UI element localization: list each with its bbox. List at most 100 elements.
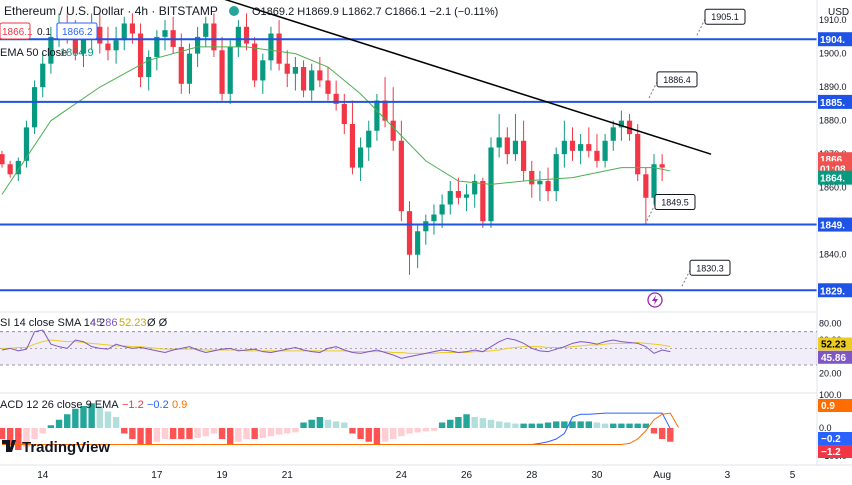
macd-histogram-bar <box>332 421 340 428</box>
candle-body <box>504 137 510 155</box>
price-pane[interactable] <box>0 13 671 275</box>
time-tick-label: 30 <box>591 470 603 481</box>
market-status-icon <box>229 6 239 16</box>
candle-body <box>569 140 576 151</box>
price-tick-label: 1910.0 <box>819 15 847 25</box>
price-badge-text: 1866. <box>820 155 845 166</box>
macd-histogram-bar <box>292 428 299 433</box>
candle-body <box>227 46 233 94</box>
candle-body <box>553 154 559 192</box>
macd-line-value: −0.2 <box>147 399 169 411</box>
price-axis[interactable] <box>817 0 852 465</box>
macd-histogram-bar <box>520 423 527 428</box>
candle-body <box>496 137 502 148</box>
macd-histogram-bar <box>634 423 641 428</box>
time-axis[interactable]: 14 17 19 21 24 26 28 30 Aug 3 5 <box>37 470 796 481</box>
candle-body <box>211 23 217 51</box>
candle-body <box>374 100 380 131</box>
candle-body <box>292 67 298 74</box>
macd-badge <box>818 445 852 458</box>
candle-body <box>602 140 608 161</box>
macd-histogram-bar <box>341 422 348 428</box>
time-tick-label: 14 <box>37 470 49 481</box>
sell-button[interactable] <box>0 22 31 40</box>
candle-body <box>260 60 266 81</box>
macd-tick-label: 0.0 <box>819 423 832 433</box>
candle-body <box>219 50 225 94</box>
candle-body <box>659 164 665 168</box>
macd-histogram-bar <box>561 421 568 428</box>
trend-line[interactable] <box>206 0 712 155</box>
horizontal-levels[interactable]: 1905.1 1886.4 1849.5 1830.3 <box>0 8 817 292</box>
macd-histogram-bar <box>0 428 6 439</box>
candle-body <box>0 154 5 165</box>
rsi-pane[interactable] <box>0 329 817 366</box>
candle-body <box>32 87 38 128</box>
candle-body <box>186 53 193 84</box>
macd-hist-value: −1.2 <box>122 399 144 411</box>
macd-histogram-bar <box>64 414 71 428</box>
candle-body <box>447 191 453 205</box>
macd-histogram-bar <box>536 423 544 428</box>
macd-histogram-bar <box>381 428 389 442</box>
candle-body <box>586 144 592 151</box>
price-badge-text: 1864. <box>820 174 845 185</box>
time-tick-label: 17 <box>151 470 163 481</box>
candle-body <box>333 93 339 104</box>
price-badge <box>818 283 852 298</box>
macd-histogram-bar <box>512 423 519 428</box>
candle-body <box>48 36 54 64</box>
candle-body <box>129 23 135 34</box>
macd-histogram-bar <box>422 428 429 432</box>
candle-body <box>390 120 396 141</box>
macd-histogram-bar <box>365 428 372 442</box>
rsi-badge-text: 52.23 <box>821 339 846 350</box>
candle-body <box>626 120 633 135</box>
price-badge <box>818 170 852 185</box>
rsi-tick-label: 20.00 <box>819 368 842 378</box>
candle-body <box>643 174 649 198</box>
candle-body <box>23 127 30 161</box>
level-callout-line <box>681 270 691 287</box>
tradingview-logo-icon <box>2 440 16 452</box>
macd-histogram-bar <box>471 417 478 428</box>
tradingview-logo[interactable]: TradingView <box>2 439 110 456</box>
candle-body <box>300 67 307 91</box>
candle-body <box>195 36 201 54</box>
macd-histogram-bar <box>112 417 120 428</box>
candle-body <box>121 23 127 41</box>
level-callout-text: 1905.1 <box>711 12 739 22</box>
macd-histogram-bar <box>186 428 193 439</box>
candle-body <box>537 180 543 185</box>
macd-badge <box>818 432 852 445</box>
price-tick-label: 1880.0 <box>819 116 847 126</box>
price-badge <box>818 94 852 109</box>
candle-body <box>97 26 103 44</box>
currency-label: USD <box>828 7 849 18</box>
candle-body <box>243 26 250 44</box>
macd-histogram-bar <box>357 428 364 439</box>
candle-body <box>651 164 657 198</box>
candle-body <box>284 63 290 74</box>
candle-body <box>455 191 461 198</box>
macd-histogram-bar <box>455 417 462 428</box>
candle-body <box>463 194 470 198</box>
macd-histogram-bar <box>23 428 30 448</box>
ema-legend-value: 1864.9 <box>60 47 94 59</box>
candle-body <box>398 140 404 212</box>
macd-histogram-bar <box>72 408 79 428</box>
level-callout-box <box>689 259 731 276</box>
macd-histogram-bar <box>447 419 454 428</box>
alert-lightning-icon[interactable] <box>647 292 663 308</box>
buy-button[interactable] <box>56 22 98 40</box>
macd-pane[interactable] <box>0 403 679 450</box>
candle-body <box>512 140 519 155</box>
macd-badge-text: 0.9 <box>821 401 835 412</box>
macd-legend-label: ACD 12 26 close 9 EMA <box>0 399 119 411</box>
time-tick-label: 26 <box>461 470 473 481</box>
candle-body <box>72 33 78 54</box>
macd-histogram-bar <box>300 422 307 428</box>
macd-histogram-bar <box>553 421 560 428</box>
candle-body <box>15 160 21 175</box>
